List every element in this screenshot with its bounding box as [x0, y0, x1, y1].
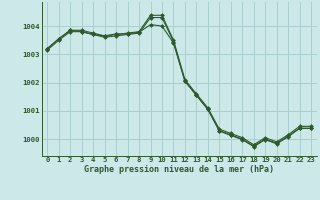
X-axis label: Graphe pression niveau de la mer (hPa): Graphe pression niveau de la mer (hPa)	[84, 165, 274, 174]
